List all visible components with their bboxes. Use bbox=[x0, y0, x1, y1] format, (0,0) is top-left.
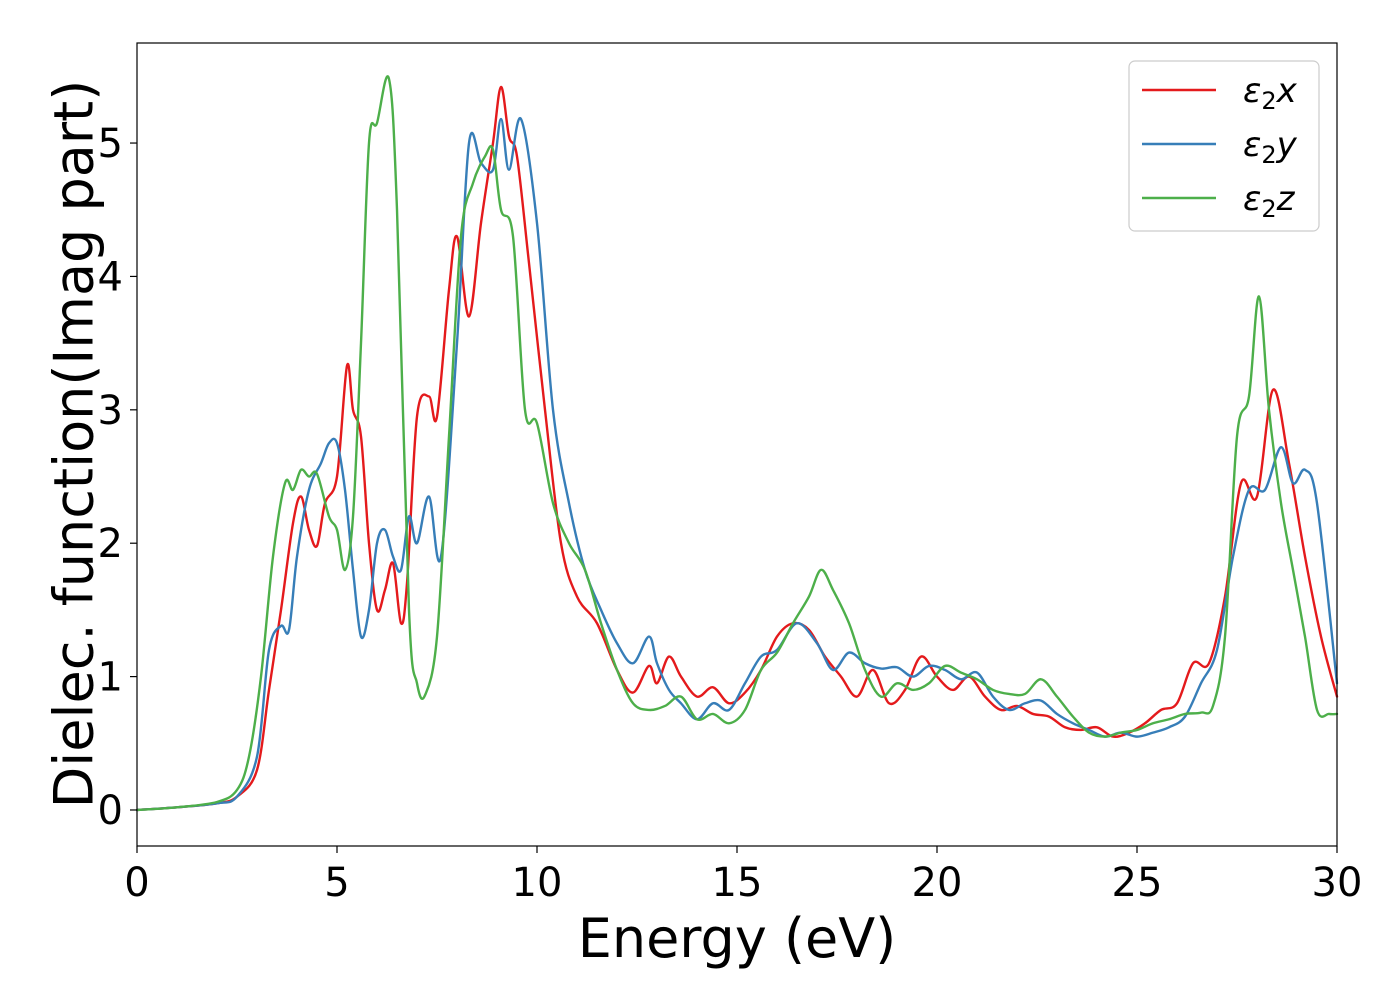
series-line-z bbox=[135, 75, 1339, 812]
y-axis-title: Dielec. function(Imag part) bbox=[43, 80, 106, 809]
x-axis-title: Energy (eV) bbox=[578, 907, 897, 970]
y-tick-label: 2 bbox=[98, 521, 123, 567]
series-line-x bbox=[135, 85, 1339, 812]
y-tick-label: 5 bbox=[98, 121, 123, 167]
series-layer bbox=[135, 75, 1339, 812]
y-axis: 0 1 2 3 4 5 bbox=[98, 121, 137, 834]
x-tick-label: 20 bbox=[912, 860, 963, 906]
y-tick-label: 0 bbox=[98, 788, 123, 834]
legend: ε2x ε2y ε2z bbox=[1128, 60, 1320, 232]
legend-label: ε2x bbox=[1243, 71, 1298, 115]
y-tick-label: 3 bbox=[98, 388, 123, 434]
x-tick-label: 10 bbox=[512, 860, 563, 906]
y-tick-label: 1 bbox=[98, 655, 123, 701]
legend-label: ε2y bbox=[1243, 125, 1298, 169]
x-tick-label: 15 bbox=[712, 860, 763, 906]
legend-label: ε2z bbox=[1243, 179, 1296, 223]
y-tick-label: 4 bbox=[98, 254, 123, 300]
x-axis: 0 5 10 15 20 25 30 bbox=[124, 846, 1362, 906]
legend-box bbox=[1128, 60, 1320, 232]
x-tick-label: 30 bbox=[1312, 860, 1363, 906]
x-tick-label: 0 bbox=[124, 860, 149, 906]
x-tick-label: 25 bbox=[1112, 860, 1163, 906]
x-tick-label: 5 bbox=[324, 860, 349, 906]
